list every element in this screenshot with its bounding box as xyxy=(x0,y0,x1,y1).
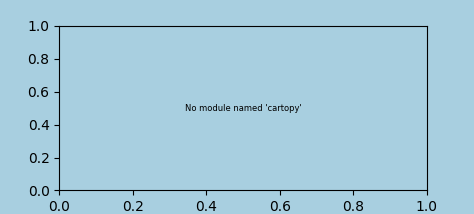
Text: No module named 'cartopy': No module named 'cartopy' xyxy=(184,104,301,113)
